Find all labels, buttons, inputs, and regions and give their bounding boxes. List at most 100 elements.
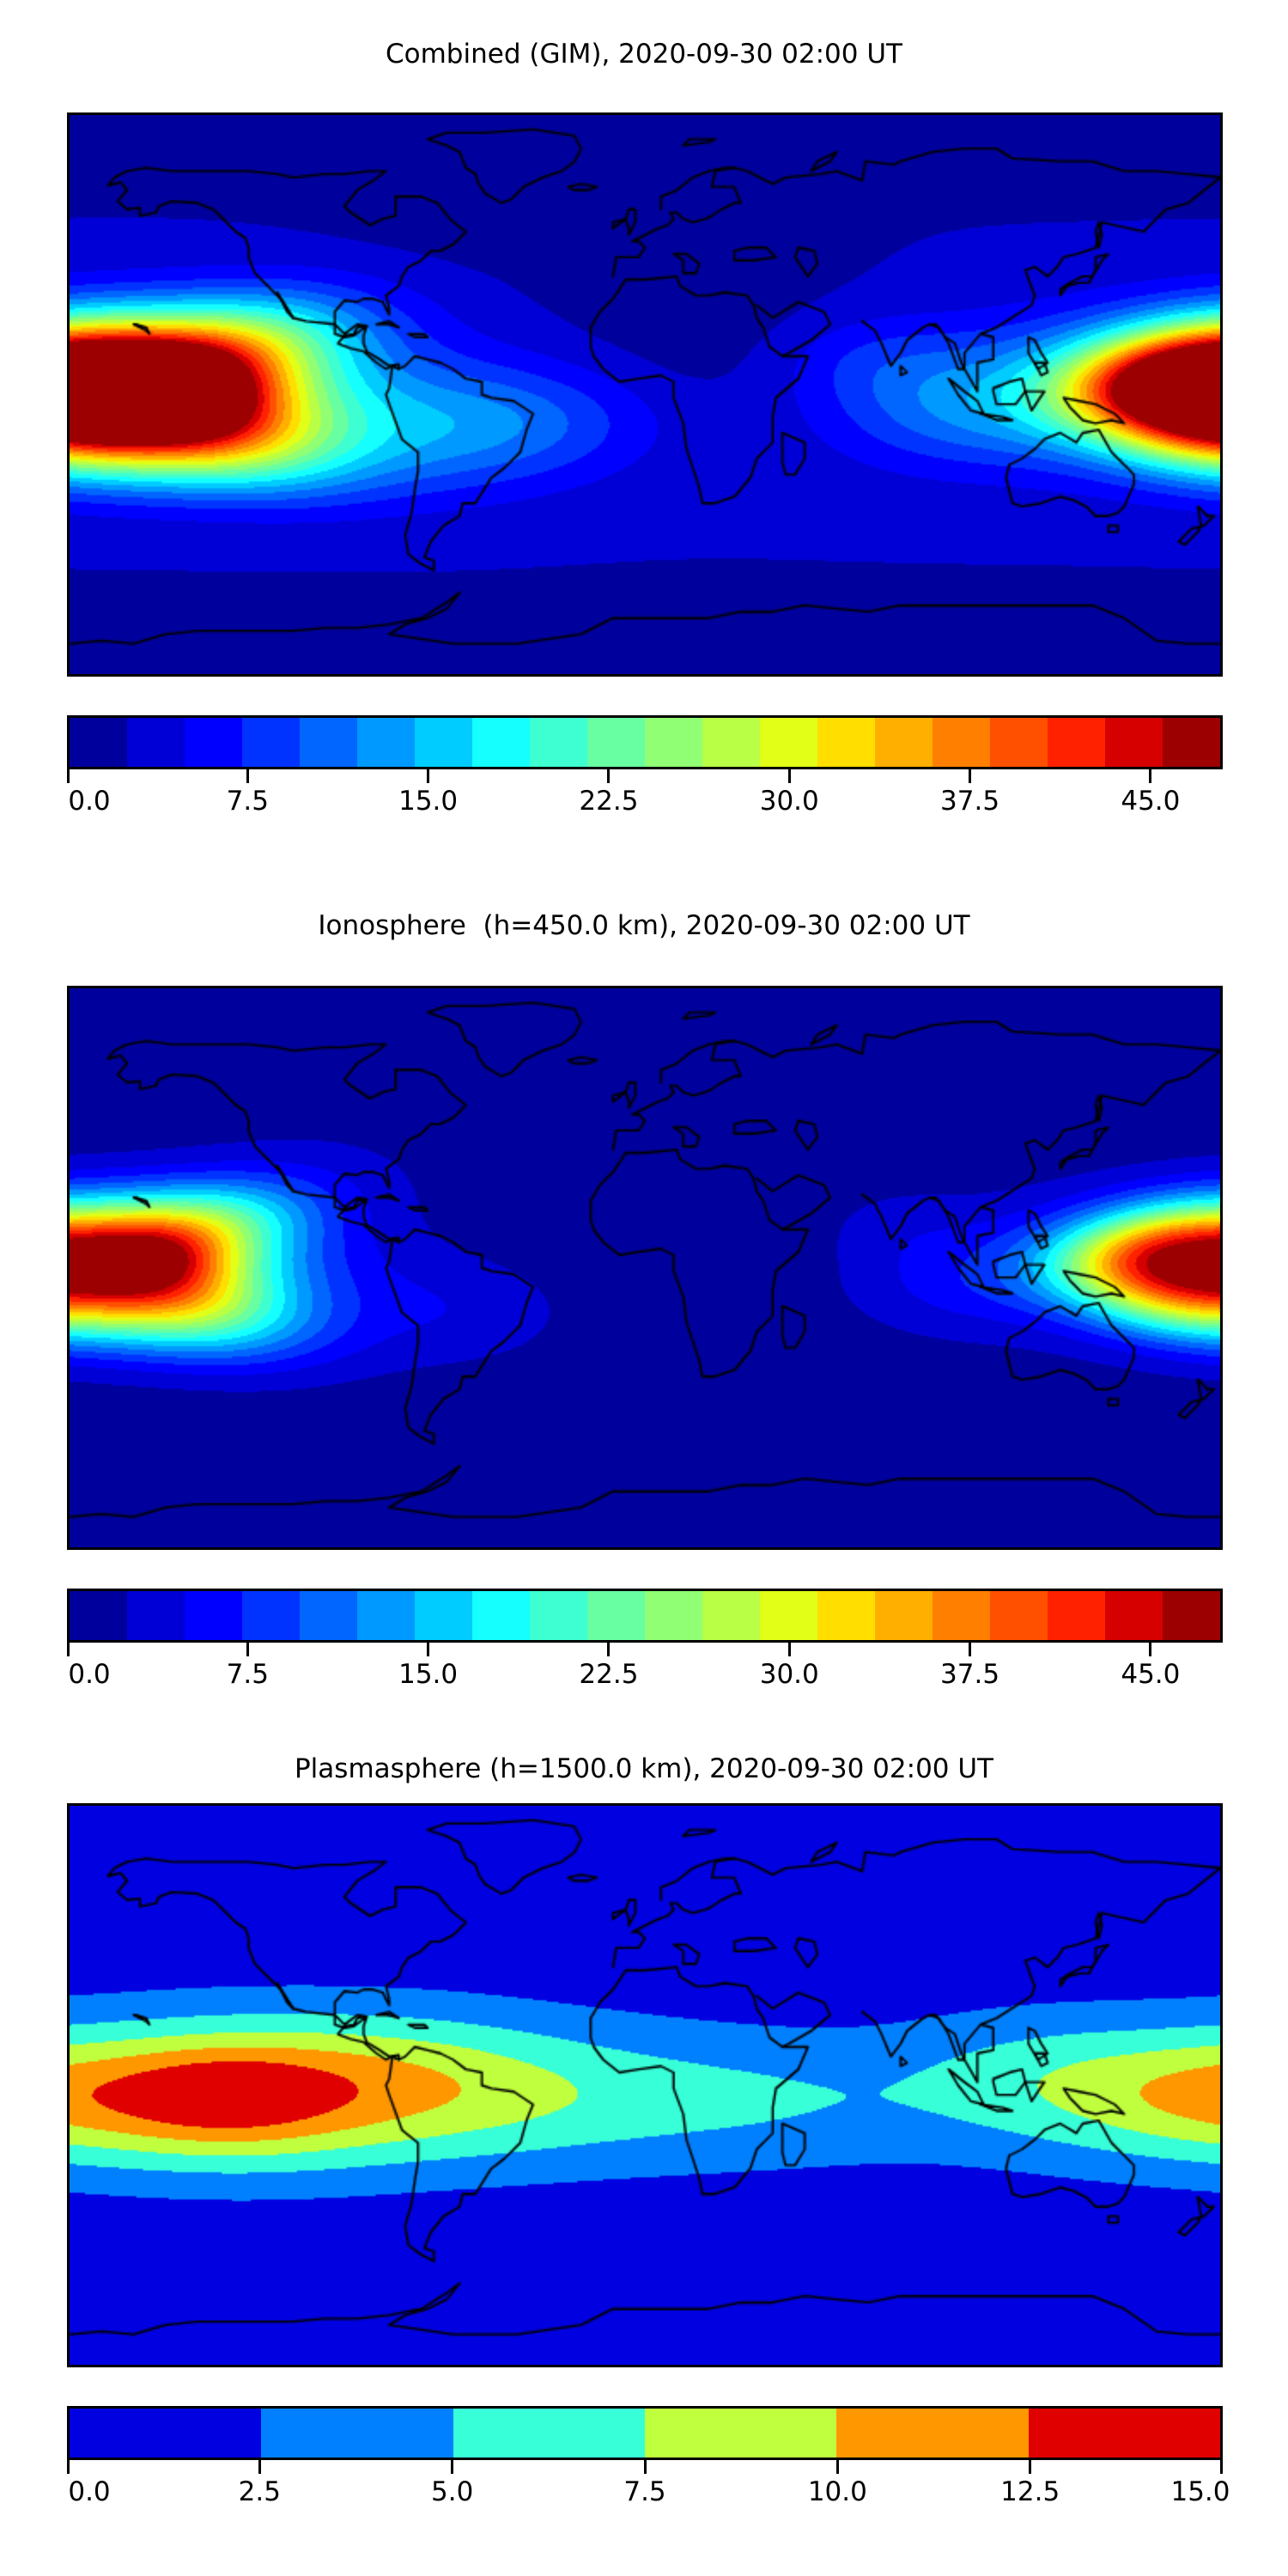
colorbar-tick [427, 769, 430, 783]
colorbar-band [644, 2409, 837, 2458]
colorbar-tick [246, 1643, 249, 1656]
colorbar-tick-label: 15.0 [1170, 2476, 1230, 2507]
colorbar-tick-label: 30.0 [759, 1659, 819, 1690]
colorbar-tick-label: 0.0 [68, 786, 111, 817]
colorbar-labels-combined-gim: 0.0 7.5 15.0 22.5 30.0 37.5 45.0 [67, 786, 1223, 825]
colorbar-band [702, 718, 760, 767]
colorbar-tick-label: 37.5 [940, 786, 1000, 817]
colorbar-band [875, 1591, 933, 1640]
colorbar-band [1163, 718, 1220, 767]
panel-combined-gim: Combined (GIM), 2020-09-30 02:00 UT 0.0 7… [0, 0, 1288, 859]
colorbar-band [587, 718, 645, 767]
colorbar-band [817, 1591, 875, 1640]
colorbar-tick-label: 7.5 [226, 1659, 269, 1690]
colorbar-tick [1149, 769, 1152, 783]
colorbar-tick-label: 30.0 [759, 786, 819, 817]
colorbar-tick [1029, 2460, 1032, 2474]
colorbar-band [933, 1591, 990, 1640]
colorbar-band [70, 2409, 262, 2458]
colorbar-labels-ionosphere: 0.0 7.5 15.0 22.5 30.0 37.5 45.0 [67, 1659, 1223, 1698]
colorbar-tick [246, 769, 249, 783]
panel-ionosphere: Ionosphere (h=450.0 km), 2020-09-30 02:0… [0, 859, 1288, 1735]
colorbar-tick-label: 0.0 [68, 2476, 111, 2507]
colorbar-strip-ionosphere [67, 1589, 1223, 1643]
map-canvas-combined-gim [70, 115, 1220, 674]
colorbar-band [242, 718, 300, 767]
colorbar-band [300, 1591, 357, 1640]
colorbar-band [1048, 718, 1105, 767]
colorbar-band [357, 1591, 415, 1640]
colorbar-band [127, 1591, 185, 1640]
colorbar-tick [643, 2460, 647, 2474]
colorbar-band [185, 1591, 242, 1640]
map-plasmasphere [67, 1803, 1223, 2367]
colorbar-band [1163, 1591, 1220, 1640]
colorbar-band [645, 1591, 702, 1640]
colorbar-band [817, 718, 875, 767]
colorbar-band [530, 1591, 587, 1640]
colorbar-tick [451, 2460, 454, 2474]
colorbar-band [415, 1591, 472, 1640]
colorbar-tick-label: 0.0 [68, 1659, 111, 1690]
colorbar-band [990, 718, 1048, 767]
colorbar-band [453, 2409, 645, 2458]
colorbar-tick-label: 5.0 [431, 2476, 474, 2507]
colorbar-band [1105, 718, 1163, 767]
map-combined-gim [67, 112, 1223, 677]
colorbar-tick [67, 2460, 70, 2474]
colorbar-tick [607, 769, 611, 783]
map-ionosphere [67, 986, 1223, 1550]
colorbar-tick [67, 769, 70, 783]
colorbar-ticks-plasmasphere [67, 2460, 1223, 2474]
colorbar-tick-label: 22.5 [579, 1659, 639, 1690]
colorbar-tick [969, 769, 972, 783]
colorbar-band [185, 718, 242, 767]
colorbar-band [357, 718, 415, 767]
colorbar-band [300, 718, 357, 767]
colorbar-band [70, 1591, 127, 1640]
colorbar-tick-label: 15.0 [398, 786, 459, 817]
panel-title-ionosphere: Ionosphere (h=450.0 km), 2020-09-30 02:0… [318, 910, 970, 941]
colorbar-tick-label: 10.0 [807, 2476, 867, 2507]
colorbar-strip-combined-gim [67, 715, 1223, 769]
colorbar-band [760, 718, 817, 767]
panel-title-combined-gim: Combined (GIM), 2020-09-30 02:00 UT [386, 39, 902, 70]
colorbar-band [760, 1591, 817, 1640]
colorbar-tick [787, 769, 791, 783]
colorbar-band [530, 718, 587, 767]
colorbar-tick [427, 1643, 430, 1656]
colorbar-tick [258, 2460, 261, 2474]
colorbar-band [1028, 2409, 1220, 2458]
colorbar-band [702, 1591, 760, 1640]
colorbar-tick [607, 1643, 611, 1656]
colorbar-ticks-combined-gim [67, 769, 1223, 783]
colorbar-strip-plasmasphere [67, 2406, 1223, 2460]
colorbar-band [70, 718, 127, 767]
colorbar-tick-label: 15.0 [398, 1659, 459, 1690]
colorbar-tick [969, 1643, 972, 1656]
map-canvas-ionosphere [70, 988, 1220, 1547]
colorbar-tick-label: 37.5 [940, 1659, 1000, 1690]
colorbar-tick [1149, 1643, 1152, 1656]
colorbar-tick [67, 1643, 70, 1656]
colorbar-band [472, 718, 530, 767]
colorbar-tick-label: 7.5 [226, 786, 269, 817]
map-canvas-plasmasphere [70, 1806, 1220, 2365]
colorbar-tick [1220, 2460, 1223, 2474]
colorbar-ticks-ionosphere [67, 1643, 1223, 1656]
colorbar-band [933, 718, 990, 767]
colorbar-tick-label: 45.0 [1121, 786, 1181, 817]
colorbar-band [990, 1591, 1048, 1640]
colorbar-band [242, 1591, 300, 1640]
colorbar-band [415, 718, 472, 767]
panel-title-plasmasphere: Plasmasphere (h=1500.0 km), 2020-09-30 0… [294, 1753, 993, 1784]
colorbar-tick-label: 22.5 [579, 786, 639, 817]
colorbar-tick-label: 12.5 [1000, 2476, 1060, 2507]
colorbar-tick-label: 7.5 [623, 2476, 666, 2507]
colorbar-band [127, 718, 185, 767]
colorbar-tick [835, 2460, 839, 2474]
colorbar-band [645, 718, 702, 767]
colorbar-band [472, 1591, 530, 1640]
colorbar-tick-label: 45.0 [1121, 1659, 1181, 1690]
